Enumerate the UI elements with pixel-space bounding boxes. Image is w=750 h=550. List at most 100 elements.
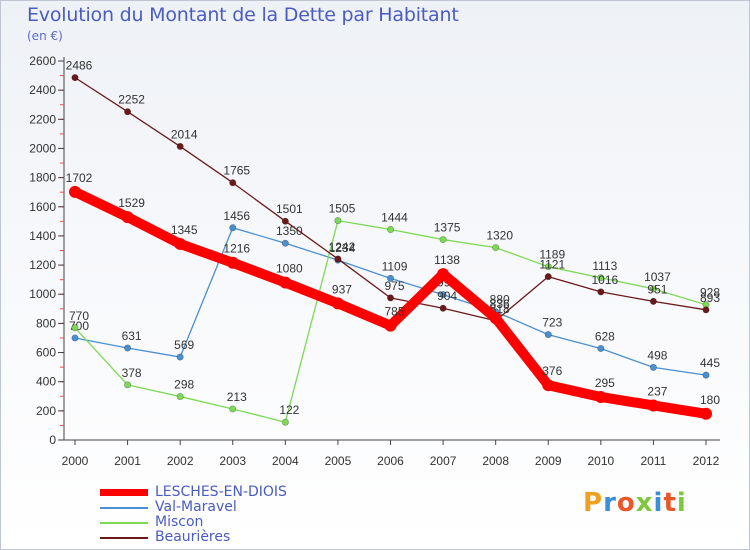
data-point: [544, 273, 552, 281]
data-label: 928: [700, 286, 720, 300]
y-tick-label: 1800: [29, 171, 56, 185]
x-tick-label: 2003: [219, 454, 246, 468]
data-label: 836: [490, 297, 510, 311]
legend-label-lesches: LESCHES-EN-DIOIS: [155, 484, 287, 500]
x-tick-label: 2012: [693, 454, 720, 468]
data-label: 298: [174, 378, 194, 392]
x-tick-label: 2009: [535, 454, 562, 468]
data-point: [489, 312, 502, 325]
y-tick-label: 400: [36, 375, 56, 389]
data-point: [281, 239, 289, 247]
data-point: [124, 344, 132, 352]
data-point: [384, 319, 397, 332]
data-label: 1109: [382, 259, 408, 273]
data-point: [124, 381, 132, 389]
data-label: 1505: [329, 202, 356, 216]
data-label: 785: [384, 305, 404, 319]
data-point: [386, 294, 394, 302]
y-tick-label: 600: [36, 346, 56, 360]
y-tick-label: 0: [49, 433, 56, 447]
proxiti-logo: Proxiti: [583, 488, 687, 518]
data-point: [597, 288, 605, 296]
data-point: [649, 297, 657, 305]
data-point: [649, 363, 657, 371]
y-tick-label: 800: [36, 316, 56, 330]
y-tick-label: 200: [36, 404, 56, 418]
data-label: 1080: [276, 262, 303, 276]
legend-label-beaurieres: Beaurières: [155, 529, 231, 545]
data-label: 937: [332, 282, 352, 296]
legend-item-val-maravel: Val-Maravel: [100, 499, 360, 516]
data-point: [544, 331, 552, 339]
x-tick-label: 2007: [430, 454, 457, 468]
y-tick-label: 1000: [29, 287, 56, 301]
data-label: 1350: [276, 224, 303, 238]
data-label: 1234: [329, 241, 356, 255]
data-label: 378: [122, 366, 142, 380]
data-point: [229, 224, 237, 232]
legend-swatch-val-maravel: [100, 507, 148, 509]
legend-swatch-miscon: [100, 522, 148, 524]
data-label: 376: [542, 364, 562, 378]
data-label: 951: [647, 282, 667, 296]
data-point: [594, 390, 607, 403]
data-label: 1320: [486, 229, 513, 243]
legend-item-miscon: Miscon: [100, 514, 360, 531]
data-point: [334, 255, 342, 263]
data-point: [544, 263, 552, 271]
y-tick-label: 2200: [29, 112, 56, 126]
data-point: [439, 236, 447, 244]
data-label: 498: [647, 348, 667, 362]
data-point: [647, 399, 660, 412]
data-point: [700, 407, 712, 420]
data-label: 1501: [276, 202, 303, 216]
data-label: 723: [542, 316, 562, 330]
data-point: [69, 185, 81, 198]
data-label: 893: [700, 291, 720, 305]
x-tick-label: 2011: [641, 454, 667, 468]
data-label: 2486: [66, 59, 93, 73]
y-tick-label: 1400: [29, 229, 56, 243]
data-label: 1702: [66, 171, 93, 185]
legend-swatch-beaurieres: [100, 537, 148, 539]
x-tick-label: 2002: [167, 454, 194, 468]
data-label: 880: [490, 293, 510, 307]
data-point: [386, 274, 394, 282]
data-label: 1113: [592, 259, 617, 273]
data-point: [439, 291, 447, 299]
data-point: [702, 306, 710, 314]
y-tick-label: 2000: [29, 141, 56, 155]
data-point: [492, 244, 500, 252]
data-label: 180: [700, 393, 720, 407]
y-tick-label: 2400: [29, 83, 56, 97]
data-point: [334, 217, 342, 225]
x-tick-label: 2010: [587, 454, 614, 468]
data-label: 213: [227, 390, 247, 404]
data-point: [176, 142, 184, 150]
data-label: 569: [174, 338, 194, 352]
data-label: 628: [595, 329, 615, 343]
data-point: [279, 276, 292, 289]
data-point: [439, 304, 447, 312]
legend-label-miscon: Miscon: [155, 514, 204, 530]
chart-subtitle: (en €): [27, 29, 63, 43]
y-tick-label: 2600: [29, 54, 56, 68]
data-point: [542, 379, 555, 392]
data-point: [71, 334, 79, 342]
data-point: [229, 405, 237, 413]
chart-title: Evolution du Montant de la Dette par Hab…: [27, 4, 459, 26]
x-tick-label: 2005: [325, 454, 352, 468]
legend-swatch-lesches: [100, 489, 148, 496]
data-label: 1037: [644, 270, 671, 284]
x-tick-label: 2000: [62, 454, 89, 468]
data-point: [597, 274, 605, 282]
data-label: 445: [700, 356, 720, 370]
data-label: 975: [384, 279, 404, 293]
data-label: 631: [122, 329, 142, 343]
data-point: [71, 324, 79, 332]
data-point: [71, 74, 79, 82]
data-label: 1456: [223, 209, 250, 223]
data-label: 1138: [434, 253, 460, 267]
